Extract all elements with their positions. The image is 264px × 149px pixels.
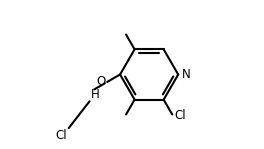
- Text: Cl: Cl: [175, 110, 186, 122]
- Text: O: O: [96, 75, 106, 88]
- Text: Cl: Cl: [55, 129, 67, 142]
- Text: N: N: [181, 68, 190, 81]
- Text: H: H: [91, 88, 100, 101]
